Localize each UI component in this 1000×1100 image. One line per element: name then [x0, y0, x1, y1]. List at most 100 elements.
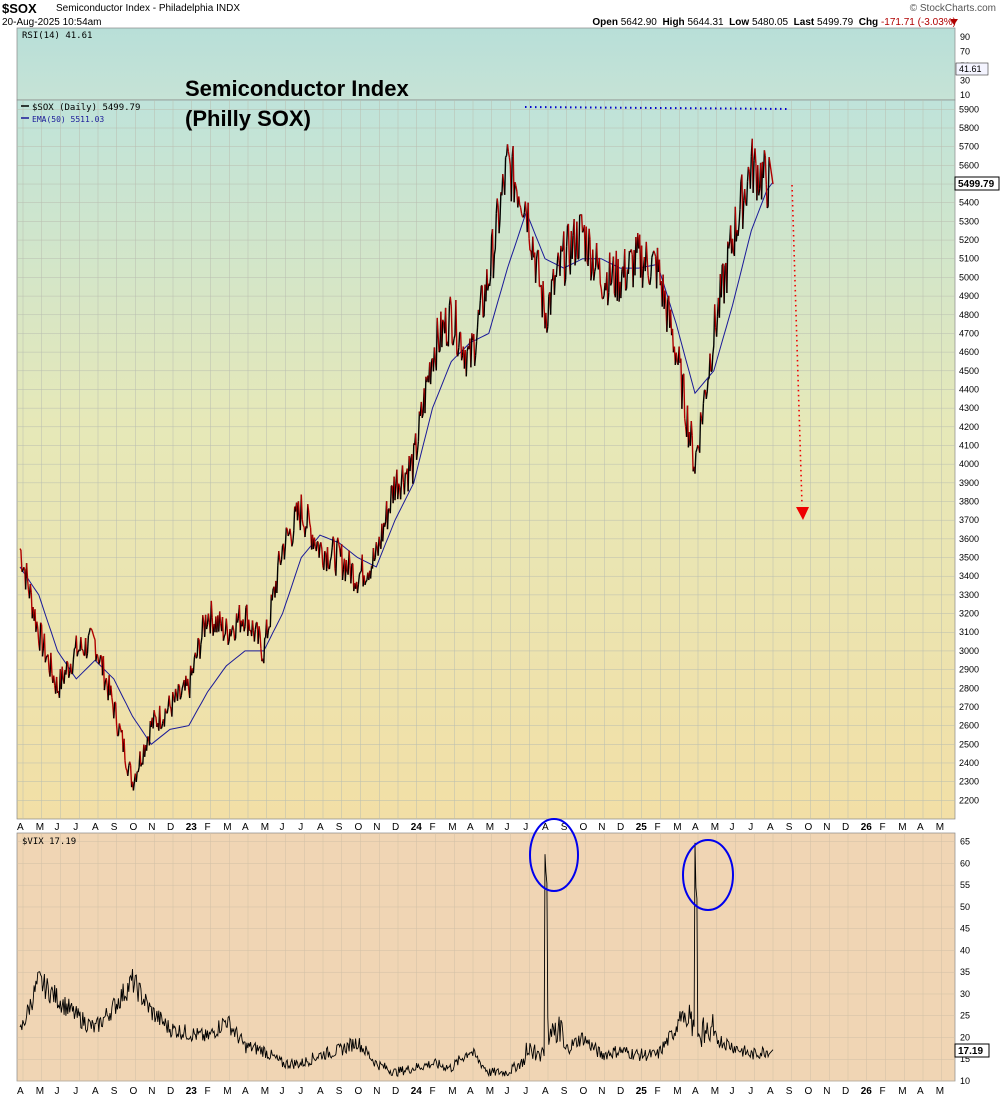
price-segment	[127, 765, 130, 776]
price-segment	[233, 630, 236, 641]
price-panel: 2200 2300 2400 2500 2600 2700 2800 2900 3000 3100…	[16, 76, 1000, 833]
price-segment	[765, 184, 768, 209]
price-segment	[253, 629, 256, 642]
price-segment	[85, 652, 89, 659]
price-segment	[333, 540, 336, 569]
vix-month-tick-label: N	[823, 1086, 830, 1097]
price-segment	[715, 316, 719, 337]
price-segment	[372, 547, 376, 562]
price-segment	[524, 201, 527, 213]
price-segment	[707, 377, 710, 380]
price-segment	[181, 684, 184, 689]
price-segment	[627, 250, 631, 274]
price-tick-label: 3100	[959, 627, 979, 637]
price-segment	[492, 254, 496, 279]
price-segment	[589, 239, 592, 281]
vix-month-tick-label: 25	[636, 1086, 648, 1097]
price-segment	[114, 701, 117, 704]
price-segment	[323, 551, 326, 570]
vix-month-tick-label: M	[711, 1086, 719, 1097]
price-segment	[171, 691, 174, 717]
price-segment	[135, 771, 138, 783]
price-segment	[450, 306, 453, 344]
price-segment	[574, 257, 577, 266]
price-segment	[137, 767, 140, 773]
price-tick-label: 4800	[959, 310, 979, 320]
price-segment	[459, 332, 463, 361]
price-segment	[532, 236, 535, 258]
month-tick-label: S	[561, 822, 568, 833]
vix-month-tick-label: F	[205, 1086, 211, 1097]
price-segment	[159, 705, 162, 729]
month-tick-label: A	[92, 822, 99, 833]
price-segment	[96, 653, 99, 657]
month-tick-label: M	[486, 822, 494, 833]
price-segment	[508, 157, 511, 166]
price-segment	[187, 678, 190, 691]
price-segment	[369, 565, 373, 579]
price-segment	[458, 332, 461, 348]
month-tick-label: M	[673, 822, 681, 833]
price-segment	[675, 352, 678, 363]
price-segment	[706, 379, 709, 392]
price-segment	[496, 198, 499, 206]
price-segment	[44, 657, 47, 663]
price-segment	[335, 543, 338, 576]
price-segment	[460, 355, 464, 361]
price-segment	[421, 413, 424, 419]
vix-month-tick-label: J	[55, 1086, 60, 1097]
price-segment	[389, 485, 392, 514]
price-tick-label: 5900	[959, 104, 979, 114]
vix-month-tick-label: J	[730, 1086, 735, 1097]
price-segment	[285, 527, 288, 530]
price-segment	[401, 465, 405, 483]
vix-month-tick-label: M	[261, 1086, 269, 1097]
month-tick-label: J	[523, 822, 528, 833]
month-tick-label: 25	[636, 822, 648, 833]
vix-month-tick-label: D	[392, 1086, 399, 1097]
vix-tick-label: 15	[960, 1054, 970, 1064]
open-value: 5642.90	[620, 17, 657, 28]
open-label: Open	[592, 17, 618, 28]
price-segment	[592, 249, 595, 281]
price-tick-label: 2700	[959, 702, 979, 712]
price-segment	[169, 705, 172, 709]
price-segment	[21, 570, 24, 573]
price-segment	[73, 647, 76, 650]
month-tick-label: J	[298, 822, 303, 833]
price-segment	[234, 638, 237, 641]
price-segment	[53, 675, 56, 686]
price-segment	[690, 420, 693, 436]
price-segment	[664, 290, 667, 304]
price-tick-label: 3700	[959, 515, 979, 525]
high-value: 5644.31	[687, 17, 724, 28]
vix-month-tick-label: A	[767, 1086, 774, 1097]
month-tick-label: D	[392, 822, 399, 833]
price-segment	[315, 541, 318, 552]
price-segment	[197, 637, 200, 641]
price-segment	[547, 296, 550, 327]
price-tick-label: 5000	[959, 272, 979, 282]
price-segment	[465, 351, 468, 377]
price-segment	[338, 543, 341, 549]
price-tick-label: 3900	[959, 478, 979, 488]
vix-month-tick-label: J	[73, 1086, 78, 1097]
price-segment	[641, 269, 645, 288]
vix-month-tick-label: A	[242, 1086, 249, 1097]
month-tick-label: S	[111, 822, 118, 833]
month-tick-label: M	[261, 822, 269, 833]
price-segment	[244, 607, 247, 627]
price-segment	[470, 333, 473, 368]
price-segment	[510, 156, 513, 202]
price-tick-label: 3000	[959, 646, 979, 656]
vix-month-tick-label: D	[617, 1086, 624, 1097]
price-segment	[738, 209, 741, 225]
vix-month-tick-label: F	[655, 1086, 661, 1097]
price-segment	[302, 524, 305, 528]
price-segment	[348, 550, 351, 566]
price-segment	[447, 305, 451, 347]
price-segment	[263, 638, 266, 664]
month-tick-label: N	[598, 822, 605, 833]
price-tick-label: 3800	[959, 497, 979, 507]
price-segment	[280, 545, 284, 560]
